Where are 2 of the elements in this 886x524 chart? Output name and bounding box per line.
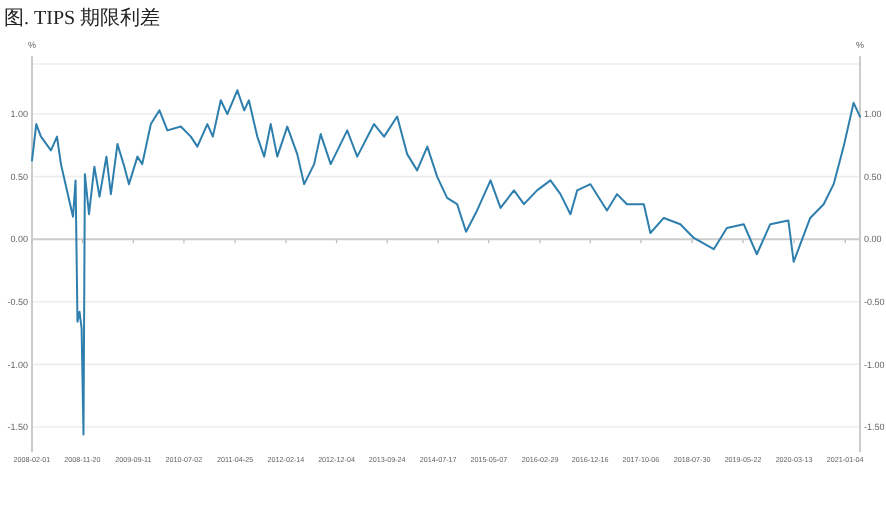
- line-series: [31, 89, 861, 436]
- chart-title: 图. TIPS 期限利差: [4, 6, 161, 30]
